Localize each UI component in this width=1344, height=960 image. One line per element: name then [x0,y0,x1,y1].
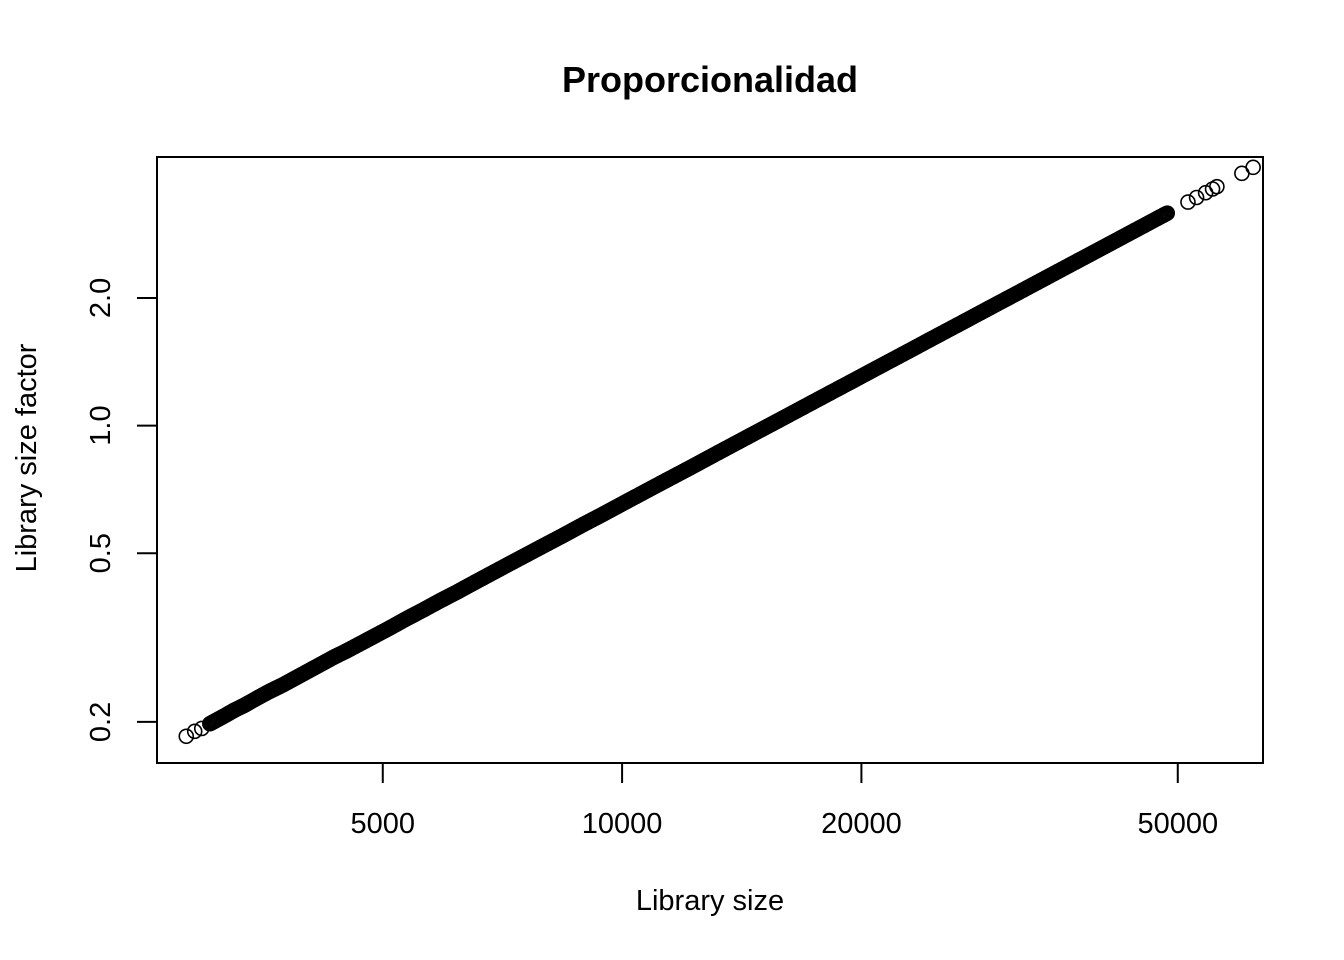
y-tick-label: 0.5 [85,533,117,573]
data-point [1209,178,1225,195]
x-tick-label: 50000 [1137,808,1218,840]
data-point [1159,205,1176,221]
x-tick-label: 10000 [582,808,663,840]
y-tick-label: 2.0 [85,278,117,318]
y-tick-label: 1.0 [85,405,117,445]
chart-title: Proporcionalidad [562,59,858,100]
x-axis-label: Library size [636,885,784,917]
data-points [178,159,1261,745]
data-point [1245,159,1261,176]
x-tick-label: 5000 [351,808,416,840]
y-axis-label: Library size factor [11,343,43,572]
x-axis: 5000 10000 20000 50000 [351,762,1218,840]
data-point [186,723,203,740]
x-tick-label: 20000 [821,808,902,840]
y-tick-label: 0.2 [85,702,117,742]
y-axis: 0.2 0.5 1.0 2.0 [85,278,158,742]
data-point [178,728,195,745]
data-point [1180,194,1196,210]
data-point [1188,189,1205,206]
